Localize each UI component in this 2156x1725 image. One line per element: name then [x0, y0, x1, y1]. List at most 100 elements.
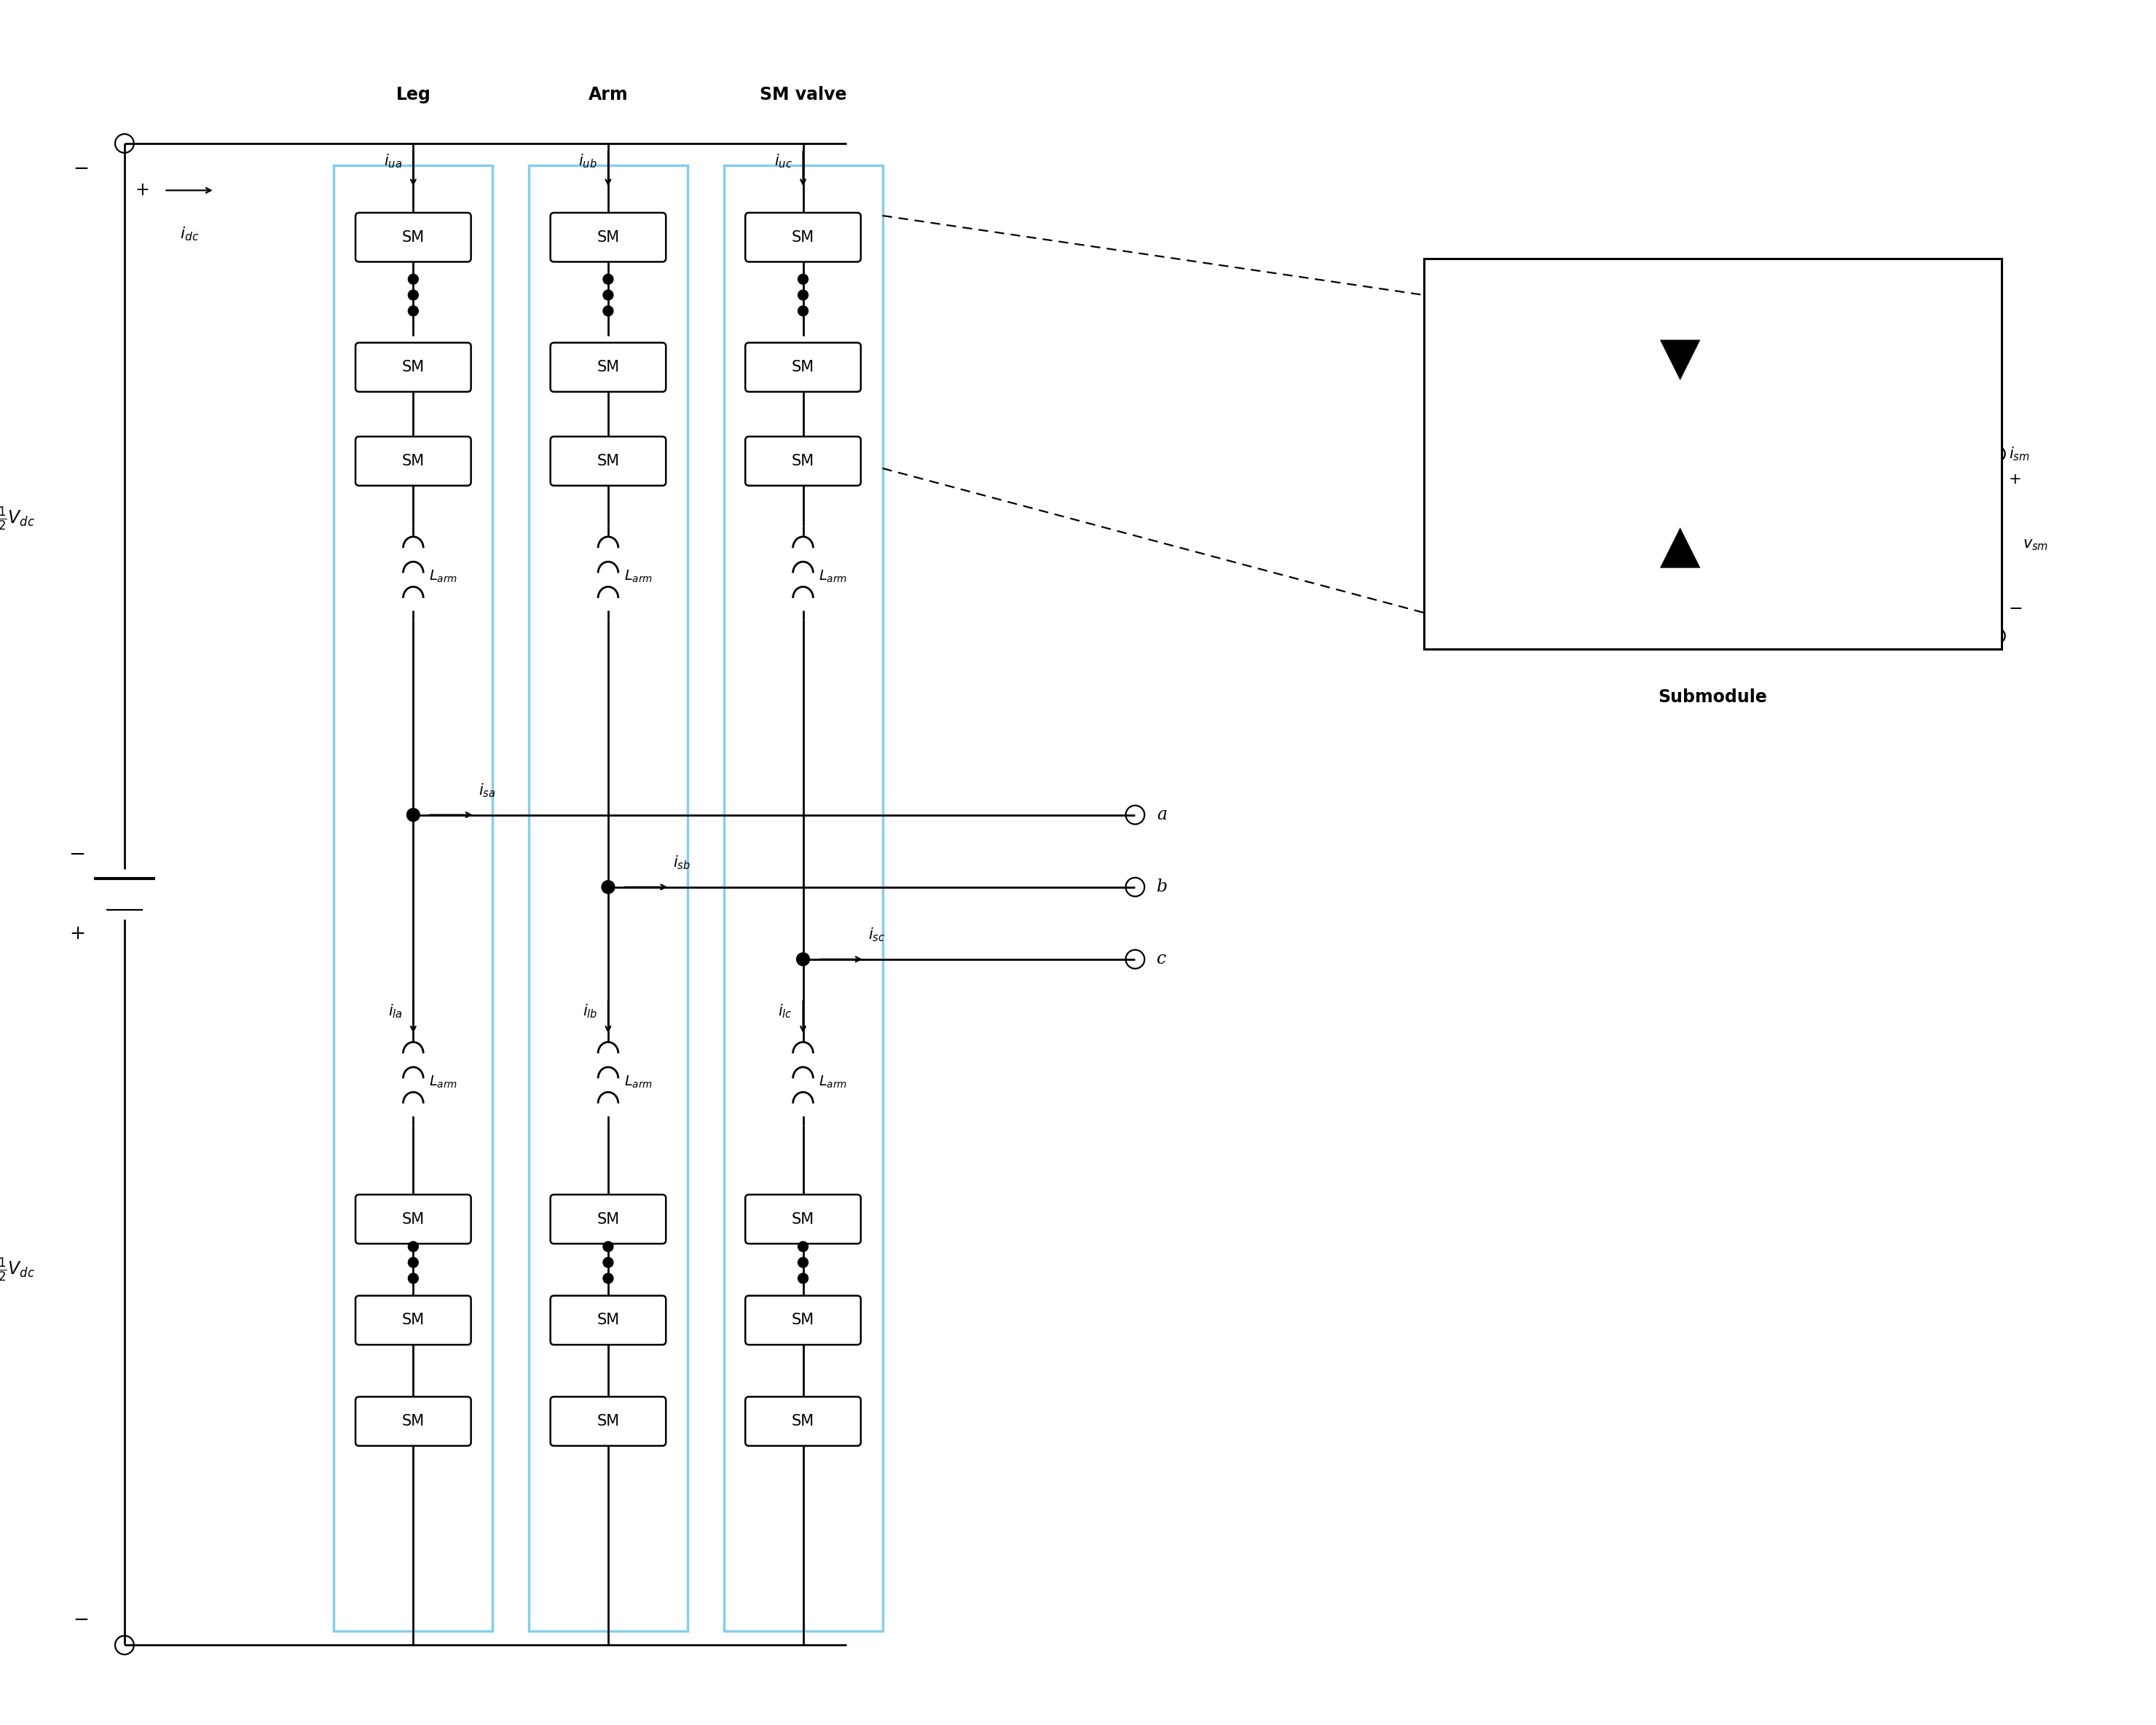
- Text: SM: SM: [401, 1414, 425, 1428]
- Text: +: +: [69, 925, 86, 944]
- Text: SM: SM: [401, 1213, 425, 1226]
- Circle shape: [798, 1242, 808, 1252]
- Text: $i_{lc}$: $i_{lc}$: [778, 1002, 791, 1019]
- Text: SM: SM: [401, 454, 425, 469]
- Text: $i_{la}$: $i_{la}$: [388, 1002, 403, 1019]
- Text: $i_{sm}$: $i_{sm}$: [2009, 445, 2029, 462]
- Text: $\frac{1}{2}V_{dc}$: $\frac{1}{2}V_{dc}$: [0, 505, 34, 533]
- Polygon shape: [1660, 528, 1701, 568]
- Text: SM: SM: [597, 1313, 619, 1328]
- FancyBboxPatch shape: [356, 212, 470, 262]
- Text: SM: SM: [791, 1313, 815, 1328]
- Text: SM: SM: [597, 1414, 619, 1428]
- Circle shape: [604, 274, 612, 285]
- Bar: [528, 166, 688, 1630]
- Bar: [334, 166, 494, 1630]
- Text: −: −: [1473, 495, 1488, 512]
- Circle shape: [798, 274, 808, 285]
- FancyBboxPatch shape: [550, 212, 666, 262]
- Circle shape: [604, 1273, 612, 1283]
- Polygon shape: [1660, 340, 1701, 380]
- Text: $i_{ua}$: $i_{ua}$: [384, 154, 403, 171]
- FancyBboxPatch shape: [550, 436, 666, 486]
- Circle shape: [798, 290, 808, 300]
- Circle shape: [798, 1273, 808, 1283]
- Text: $v_{sm}$: $v_{sm}$: [2022, 538, 2048, 552]
- FancyBboxPatch shape: [550, 343, 666, 392]
- Text: +: +: [136, 181, 149, 198]
- FancyBboxPatch shape: [356, 343, 470, 392]
- Text: $i_{lb}$: $i_{lb}$: [582, 1002, 597, 1019]
- Text: SM: SM: [791, 1414, 815, 1428]
- Circle shape: [604, 290, 612, 300]
- Circle shape: [407, 305, 418, 316]
- FancyBboxPatch shape: [356, 1195, 470, 1244]
- Text: −: −: [73, 1611, 88, 1630]
- Text: $L_{arm}$: $L_{arm}$: [429, 1075, 457, 1090]
- Text: SM: SM: [791, 229, 815, 245]
- Text: $S_1$: $S_1$: [1580, 338, 1598, 354]
- Circle shape: [798, 305, 808, 316]
- FancyBboxPatch shape: [746, 343, 860, 392]
- Text: SM: SM: [791, 1213, 815, 1226]
- Text: $L_{arm}$: $L_{arm}$: [819, 569, 847, 585]
- Circle shape: [407, 274, 418, 285]
- Text: $i_{sb}$: $i_{sb}$: [673, 854, 690, 871]
- Text: $L_{arm}$: $L_{arm}$: [623, 569, 653, 585]
- Text: +: +: [1475, 397, 1488, 411]
- Circle shape: [407, 1273, 418, 1283]
- Circle shape: [604, 1242, 612, 1252]
- Text: $i_{sc}$: $i_{sc}$: [869, 926, 884, 944]
- Circle shape: [407, 290, 418, 300]
- FancyBboxPatch shape: [550, 1195, 666, 1244]
- Text: a: a: [1158, 807, 1166, 823]
- Text: b: b: [1158, 878, 1169, 895]
- Circle shape: [604, 305, 612, 316]
- Circle shape: [604, 1258, 612, 1268]
- Text: $\frac{1}{2}V_{dc}$: $\frac{1}{2}V_{dc}$: [0, 1256, 34, 1283]
- Text: $L_{arm}$: $L_{arm}$: [429, 569, 457, 585]
- FancyBboxPatch shape: [746, 1397, 860, 1446]
- Text: c: c: [1158, 950, 1166, 968]
- FancyBboxPatch shape: [746, 212, 860, 262]
- FancyBboxPatch shape: [550, 1295, 666, 1346]
- Text: SM: SM: [401, 361, 425, 374]
- Text: −: −: [73, 159, 88, 178]
- Bar: [724, 166, 882, 1630]
- Text: SM: SM: [791, 361, 815, 374]
- Circle shape: [407, 1242, 418, 1252]
- FancyBboxPatch shape: [746, 1195, 860, 1244]
- Circle shape: [798, 1258, 808, 1268]
- Text: $i_{sa}$: $i_{sa}$: [479, 781, 496, 799]
- Circle shape: [407, 809, 420, 821]
- Text: $S_2$: $S_2$: [1580, 554, 1598, 569]
- FancyBboxPatch shape: [746, 436, 860, 486]
- Text: $L_{arm}$: $L_{arm}$: [819, 1075, 847, 1090]
- Text: Leg: Leg: [397, 86, 431, 103]
- Text: SM: SM: [597, 1213, 619, 1226]
- FancyBboxPatch shape: [550, 1397, 666, 1446]
- Text: SM: SM: [401, 229, 425, 245]
- FancyBboxPatch shape: [356, 436, 470, 486]
- FancyBboxPatch shape: [746, 1295, 860, 1346]
- Text: SM: SM: [597, 361, 619, 374]
- Text: $L_{arm}$: $L_{arm}$: [623, 1075, 653, 1090]
- Text: $i_{dc}$: $i_{dc}$: [179, 224, 198, 242]
- FancyBboxPatch shape: [356, 1397, 470, 1446]
- Text: SM valve: SM valve: [759, 86, 847, 103]
- Text: −: −: [69, 844, 86, 864]
- Bar: [1423, 259, 2001, 649]
- Text: +: +: [2009, 473, 2022, 486]
- Text: Submodule: Submodule: [1658, 688, 1768, 706]
- Circle shape: [407, 1258, 418, 1268]
- Circle shape: [796, 952, 808, 966]
- Text: $v_c$: $v_c$: [1457, 447, 1475, 461]
- Text: Arm: Arm: [589, 86, 627, 103]
- Text: −: −: [2009, 600, 2022, 618]
- Text: SM: SM: [401, 1313, 425, 1328]
- FancyBboxPatch shape: [356, 1295, 470, 1346]
- Text: SM: SM: [597, 229, 619, 245]
- Text: $i_{ub}$: $i_{ub}$: [578, 154, 597, 171]
- Circle shape: [602, 880, 614, 894]
- Text: $i_{uc}$: $i_{uc}$: [774, 154, 791, 171]
